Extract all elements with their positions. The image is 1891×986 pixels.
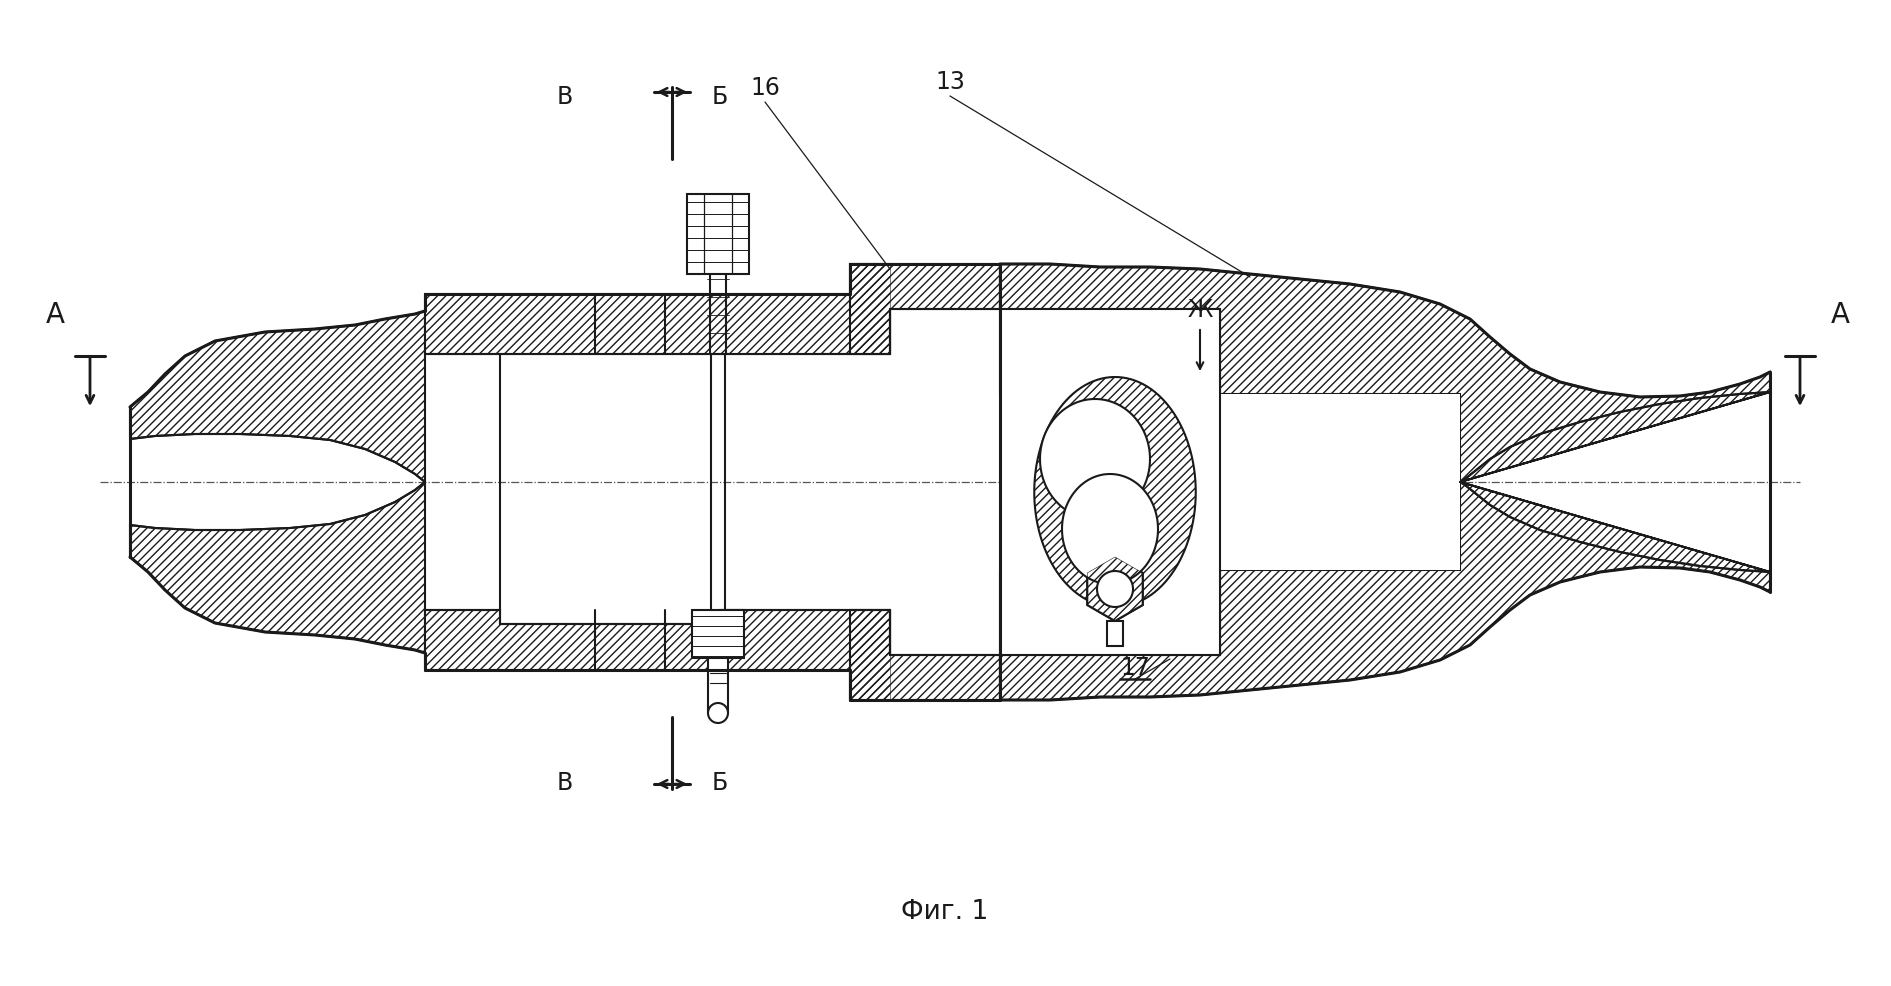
- Text: 16: 16: [751, 76, 779, 100]
- Text: 13: 13: [934, 70, 964, 94]
- Polygon shape: [130, 312, 425, 482]
- Polygon shape: [1000, 264, 1770, 482]
- Polygon shape: [849, 264, 1000, 355]
- Text: В: В: [556, 85, 573, 108]
- Text: А: А: [1830, 301, 1849, 328]
- Polygon shape: [849, 610, 1000, 700]
- Polygon shape: [130, 482, 425, 654]
- Polygon shape: [1097, 572, 1133, 607]
- Polygon shape: [1087, 557, 1142, 621]
- Text: Б: Б: [711, 770, 728, 794]
- Polygon shape: [425, 264, 891, 355]
- Polygon shape: [1063, 474, 1157, 585]
- Polygon shape: [1040, 399, 1150, 520]
- Text: Б: Б: [711, 85, 728, 108]
- Ellipse shape: [707, 703, 728, 724]
- Polygon shape: [1000, 482, 1770, 700]
- Polygon shape: [686, 195, 749, 275]
- Polygon shape: [692, 610, 743, 659]
- Text: 17: 17: [1119, 656, 1150, 679]
- Text: А: А: [45, 301, 64, 328]
- Polygon shape: [1034, 378, 1195, 607]
- Polygon shape: [130, 264, 1770, 700]
- Text: В: В: [556, 770, 573, 794]
- Polygon shape: [1087, 557, 1142, 621]
- Text: Ж: Ж: [1188, 298, 1212, 321]
- Polygon shape: [1106, 621, 1123, 647]
- Text: Фиг. 1: Фиг. 1: [902, 898, 989, 924]
- Polygon shape: [425, 610, 891, 700]
- Polygon shape: [707, 659, 728, 713]
- Polygon shape: [1000, 310, 1460, 656]
